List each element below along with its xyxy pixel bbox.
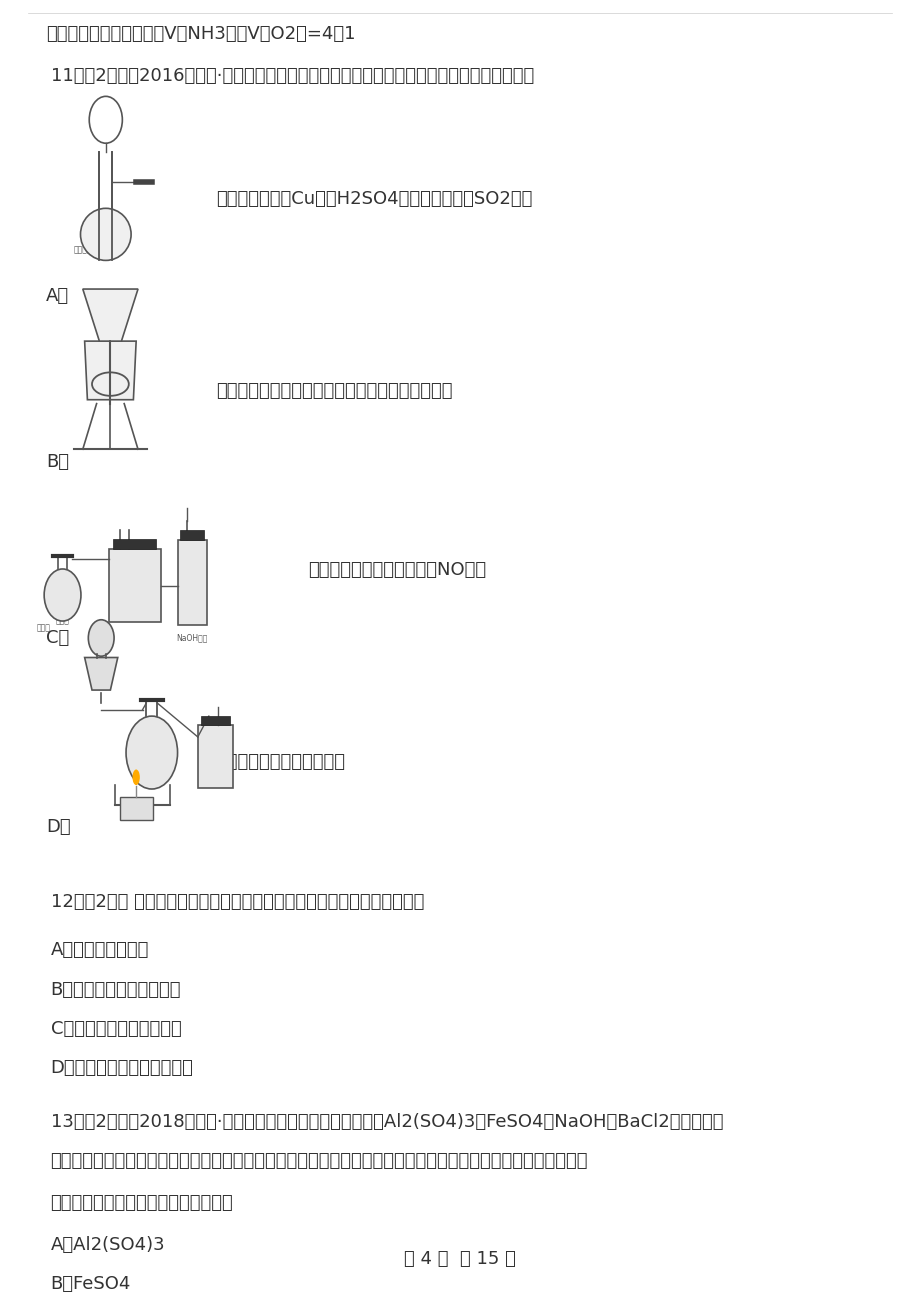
Text: 有机塑料板: 有机塑料板	[74, 246, 97, 254]
Bar	[108, 549, 161, 622]
Text: B．: B．	[46, 453, 69, 471]
Text: 11．（2分）（2016高三上·泰州期中）用下列装置进行相应实验，能达到实验目的是（　　）: 11．（2分）（2016高三上·泰州期中）用下列装置进行相应实验，能达到实验目的…	[51, 66, 533, 85]
Bar	[90, 374, 130, 397]
Polygon shape	[83, 289, 138, 341]
Bar	[177, 540, 207, 625]
Text: 图所示装置制取并收集氨气: 图所示装置制取并收集氨气	[216, 753, 345, 771]
Text: B．FeSO4: B．FeSO4	[51, 1275, 130, 1293]
Bar	[113, 539, 156, 549]
Text: 淀消失。据此可推断丁物质是（　　）: 淀消失。据此可推断丁物质是（ ）	[51, 1194, 233, 1212]
Text: 图所示装置用于除去碳酸氢钠固体中的少量碳酸钠: 图所示装置用于除去碳酸氢钠固体中的少量碳酸钠	[216, 381, 452, 400]
Bar	[119, 797, 153, 820]
Text: 13．（2分）（2018高一上·宝坻期末）甲、乙、丙、丁分别是Al2(SO4)3、FeSO4、NaOH、BaCl2四种物质中: 13．（2分）（2018高一上·宝坻期末）甲、乙、丙、丁分别是Al2(SO4)3…	[51, 1113, 722, 1131]
Text: D．洗洁精增大了油污的溶度: D．洗洁精增大了油污的溶度	[51, 1059, 193, 1077]
Text: 第 4 页  共 15 页: 第 4 页 共 15 页	[403, 1250, 516, 1268]
Circle shape	[44, 569, 81, 621]
Text: 淀生成，则原气体样品中V（NH3）：V（O2）=4：1: 淀生成，则原气体样品中V（NH3）：V（O2）=4：1	[46, 25, 355, 43]
Text: 图所示装置用于Cu和浓H2SO4反应制取少量的SO2气体: 图所示装置用于Cu和浓H2SO4反应制取少量的SO2气体	[216, 190, 532, 208]
Text: A．油污溶解在水中: A．油污溶解在水中	[51, 941, 149, 960]
Ellipse shape	[81, 208, 131, 260]
Bar	[198, 725, 233, 788]
Circle shape	[126, 716, 177, 789]
Text: 的一种。若将甲溶液滴入乙溶液中，无明显现象发生，甲溶液滴入丙溶液时，发现有白色沉淀生成，继续滴加则沉: 的一种。若将甲溶液滴入乙溶液中，无明显现象发生，甲溶液滴入丙溶液时，发现有白色沉…	[51, 1152, 587, 1170]
Bar	[200, 716, 230, 725]
Circle shape	[89, 96, 122, 143]
Text: C．洗洁精使油污发生乳化: C．洗洁精使油污发生乳化	[51, 1019, 181, 1038]
Text: B．油污与水发生化学反应: B．油污与水发生化学反应	[51, 980, 181, 999]
Text: 空气: 空气	[130, 582, 140, 590]
Bar	[180, 530, 204, 540]
Polygon shape	[85, 341, 136, 400]
Text: 12．（2分） 加入洗洁精的水能洗去餐具上的油污，利用的原理是（　　）: 12．（2分） 加入洗洁精的水能洗去餐具上的油污，利用的原理是（ ）	[51, 893, 424, 911]
Text: 图所示装置用于制备并收集NO气体: 图所示装置用于制备并收集NO气体	[308, 561, 486, 579]
Text: 稀硝酸: 稀硝酸	[37, 624, 51, 631]
Polygon shape	[85, 658, 118, 690]
Text: A．Al2(SO4)3: A．Al2(SO4)3	[51, 1236, 165, 1254]
Text: D．: D．	[46, 818, 71, 836]
Ellipse shape	[132, 769, 140, 785]
Text: 稀硝酸: 稀硝酸	[55, 617, 70, 625]
Text: NaOH溶液: NaOH溶液	[176, 634, 208, 642]
Text: C．: C．	[46, 629, 69, 647]
Text: A．: A．	[46, 286, 69, 305]
Circle shape	[88, 620, 114, 656]
